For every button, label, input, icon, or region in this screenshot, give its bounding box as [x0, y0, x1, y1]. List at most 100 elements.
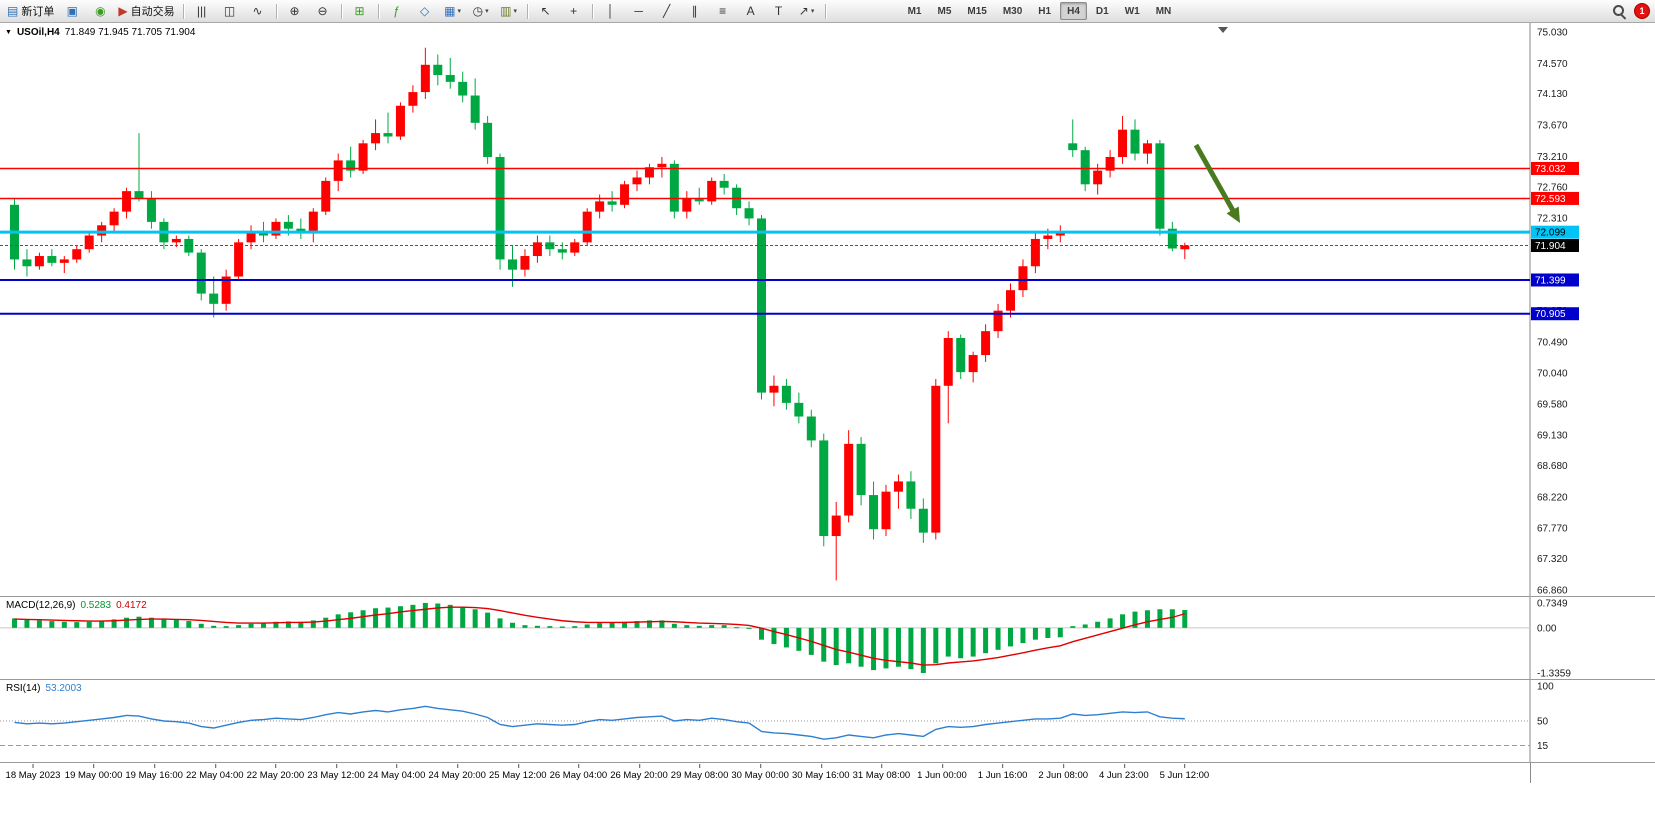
svg-text:69.130: 69.130: [1537, 430, 1568, 441]
time-axis-label: 24 May 04:00: [367, 764, 426, 781]
rsi-value: 53.2003: [45, 683, 82, 694]
macd-label: MACD(12,26,9) 0.5283 0.4172: [6, 600, 147, 611]
time-axis-label: 1 Jun 16:00: [977, 764, 1028, 781]
zoom-out-icon[interactable]: ⊖: [310, 1, 336, 21]
chart-shift-marker[interactable]: [1218, 27, 1228, 33]
svg-text:74.570: 74.570: [1537, 59, 1568, 70]
time-axis-label: 25 May 12:00: [489, 764, 547, 781]
template-dropdown-button[interactable]: ▥ ▾: [496, 1, 522, 21]
time-axis-label: 22 May 20:00: [246, 764, 305, 781]
template-dropdown-icon: ▥: [500, 4, 512, 18]
dropdown-caret-icon: ▾: [513, 8, 517, 15]
label-tool-icon: T: [774, 4, 783, 18]
trendline-tool-button[interactable]: ╱: [654, 1, 680, 21]
toolbar-separator: [275, 3, 277, 19]
text-tool-button[interactable]: A: [738, 1, 764, 21]
indicators-list-icon[interactable]: ƒ: [384, 1, 410, 21]
timeframe-m1[interactable]: M1: [907, 5, 922, 17]
tile-windows-icon: ⊞: [354, 4, 365, 18]
svg-text:72.760: 72.760: [1537, 183, 1568, 194]
time-axis-label: 31 May 08:00: [852, 764, 911, 781]
market-watch-icon[interactable]: ◉: [87, 1, 113, 21]
time-axis-label: 30 May 16:00: [792, 764, 850, 781]
candlestick-chart[interactable]: 75.030 74.570 74.130 73.670 73.210 72.760 72.3…: [0, 23, 1655, 596]
toolbar-right: 1: [1613, 0, 1650, 22]
time-axis-label: 19 May 00:00: [64, 764, 123, 781]
down-arrow-annotation[interactable]: [1193, 143, 1238, 216]
toolbar-separator: [591, 3, 593, 19]
candlestick-chart-type-icon[interactable]: ◫: [217, 1, 243, 21]
timeframe-mn[interactable]: MN: [1155, 5, 1172, 17]
timeframe-h1[interactable]: H1: [1038, 5, 1052, 17]
cursor-tool-icon: ↖: [540, 4, 551, 18]
new-chart-icon: ▦: [444, 4, 456, 18]
time-axis-label: 24 May 20:00: [428, 764, 486, 781]
timeframe-h4[interactable]: H4: [1060, 2, 1087, 20]
one-click-trading-arrow-icon[interactable]: ▼: [5, 29, 12, 36]
timeframe-m15[interactable]: M15: [967, 5, 987, 17]
notification-badge[interactable]: 1: [1634, 3, 1650, 19]
timeframe-d1[interactable]: D1: [1095, 5, 1109, 17]
svg-text:72.593: 72.593: [1535, 194, 1566, 205]
price-chart-panel[interactable]: ▼ USOil,H4 71.849 71.945 71.705 71.904 7…: [0, 23, 1655, 597]
auto-trading-button[interactable]: ▶ 自动交易: [115, 1, 177, 21]
macd-chart[interactable]: 0.7349 0.00 -1.3359: [0, 597, 1655, 679]
zoom-out-icon: ⊖: [317, 4, 328, 18]
time-axis-label: 5 Jun 12:00: [1159, 764, 1210, 781]
svg-text:73.670: 73.670: [1537, 120, 1568, 131]
tile-windows-icon[interactable]: ⊞: [347, 1, 373, 21]
search-icon[interactable]: [1613, 4, 1626, 18]
svg-text:70.040: 70.040: [1537, 368, 1568, 379]
timeframe-m30[interactable]: M30: [1002, 5, 1023, 17]
channel-tool-button[interactable]: ∥: [682, 1, 708, 21]
dropdown-caret-icon: ▾: [810, 8, 815, 15]
svg-text:67.770: 67.770: [1537, 523, 1568, 534]
toolbar-buttons: ▤ 新订单 ▣ ◉ ▶ 自动交易 ||| ◫ ∿ ⊕ ⊖ ⊞ ƒ ◇ ▦ ▾ ◷ ▾ ▥ ▾ ↖ + │ ─ ╱ ∥ ≡ A T ↗ ▾: [3, 0, 830, 22]
timeframe-m5[interactable]: M5: [937, 5, 952, 17]
svg-text:73.210: 73.210: [1537, 152, 1568, 163]
rsi-panel[interactable]: RSI(14) 53.2003 100 50 15: [0, 680, 1655, 763]
svg-text:68.220: 68.220: [1537, 493, 1568, 504]
crosshair-tool-button[interactable]: +: [561, 1, 587, 21]
time-axis-label: 23 May 12:00: [307, 764, 365, 781]
vertical-line-tool-button[interactable]: │: [598, 1, 624, 21]
new-chart-button[interactable]: ▦ ▾: [440, 1, 466, 21]
macd-panel[interactable]: MACD(12,26,9) 0.5283 0.4172 0.7349 0.00 -1.3…: [0, 597, 1655, 680]
svg-text:71.399: 71.399: [1535, 275, 1566, 286]
period-dropdown-button[interactable]: ◷ ▾: [468, 1, 494, 21]
macd-indicator-name: MACD(12,26,9): [6, 600, 76, 611]
horizontal-line-tool-button[interactable]: ─: [626, 1, 652, 21]
market-watch-icon: ◉: [95, 4, 106, 18]
time-axis-label: 26 May 20:00: [610, 764, 668, 781]
label-tool-button[interactable]: T: [766, 1, 792, 21]
toolbar-separator: [526, 3, 528, 19]
rsi-chart[interactable]: 100 50 15: [0, 680, 1655, 762]
svg-text:66.860: 66.860: [1537, 586, 1568, 597]
new-order-icon: ▤: [7, 4, 19, 18]
down-arrow-annotation-head: [1226, 206, 1240, 223]
svg-text:71.904: 71.904: [1535, 241, 1566, 252]
new-order-button[interactable]: ▤ 新订单: [4, 1, 57, 21]
toolbar: ▤ 新订单 ▣ ◉ ▶ 自动交易 ||| ◫ ∿ ⊕ ⊖ ⊞ ƒ ◇ ▦ ▾ ◷ ▾ ▥ ▾ ↖ + │ ─ ╱ ∥ ≡ A T ↗ ▾ M…: [0, 0, 1655, 23]
line-chart-type-icon[interactable]: ∿: [245, 1, 271, 21]
open-chart-window-icon[interactable]: ▣: [59, 1, 85, 21]
cursor-tool-button[interactable]: ↖: [533, 1, 559, 21]
channel-tool-icon: ∥: [691, 4, 698, 18]
auto-trading-button-label: 自动交易: [130, 6, 175, 18]
timeframe-w1[interactable]: W1: [1124, 5, 1140, 17]
candlestick-chart-type-icon: ◫: [223, 4, 236, 18]
zoom-in-icon: ⊕: [289, 4, 300, 18]
svg-text:75.030: 75.030: [1537, 28, 1568, 39]
time-axis[interactable]: 18 May 2023 19 May 00:00 19 May 16:00 22 Ma…: [0, 763, 1655, 789]
objects-list-icon[interactable]: ◇: [412, 1, 438, 21]
fibonacci-tool-button[interactable]: ≡: [710, 1, 736, 21]
dropdown-caret-icon: ▾: [457, 8, 461, 15]
arrows-tool-icon: ↗: [798, 4, 809, 18]
bar-chart-type-icon: |||: [196, 4, 207, 18]
auto-trading-icon: ▶: [118, 4, 128, 18]
bar-chart-type-icon[interactable]: |||: [189, 1, 215, 21]
arrows-tool-button[interactable]: ↗ ▾: [794, 1, 820, 21]
svg-text:72.099: 72.099: [1535, 228, 1566, 239]
new-order-button-label: 新订单: [21, 6, 55, 18]
zoom-in-icon[interactable]: ⊕: [282, 1, 308, 21]
